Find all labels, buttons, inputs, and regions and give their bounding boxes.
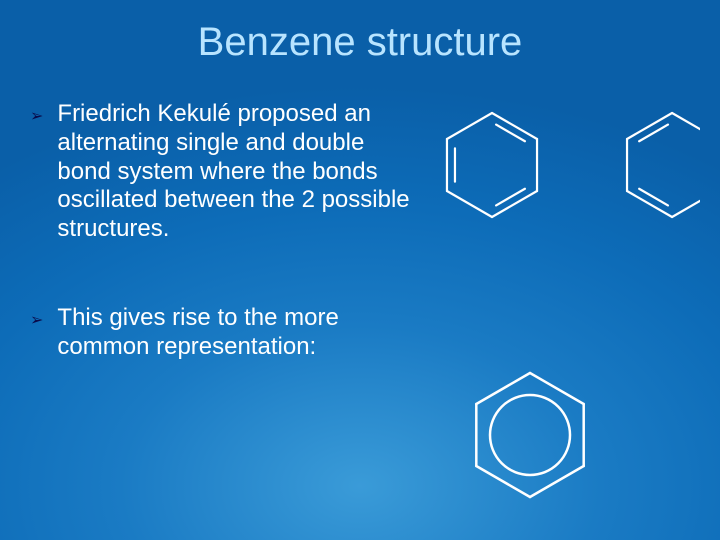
- slide-title: Benzene structure: [0, 20, 720, 65]
- modern-benzene-svg-icon: [445, 350, 615, 520]
- bullet-text: This gives rise to the more common repre…: [57, 304, 410, 362]
- kekule-structures-diagram: [430, 95, 700, 235]
- bullet-item: ➢ Friedrich Kekulé proposed an alternati…: [30, 100, 410, 244]
- bullet-text: Friedrich Kekulé proposed an alternating…: [57, 100, 410, 244]
- bullet-marker-icon: ➢: [30, 310, 43, 330]
- bullet-item: ➢ This gives rise to the more common rep…: [30, 304, 410, 362]
- modern-benzene-diagram: [445, 350, 615, 520]
- kekule-svg-icon: [430, 95, 700, 235]
- bullet-marker-icon: ➢: [30, 106, 43, 126]
- content-area: ➢ Friedrich Kekulé proposed an alternati…: [30, 100, 410, 422]
- slide: Benzene structure ➢ Friedrich Kekulé pro…: [0, 0, 720, 540]
